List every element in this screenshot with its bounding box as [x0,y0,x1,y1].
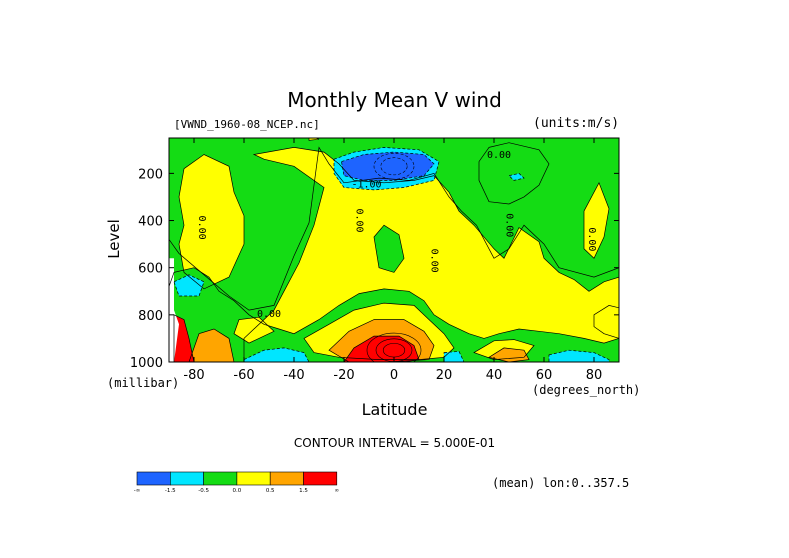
contour-region-cyan [444,351,464,362]
contour-label: 0.00 [196,216,207,240]
y-axis-ticks: 200 400 600 800 1000 [130,167,619,371]
contour-line [169,138,619,311]
y-tick-label: 600 [138,262,163,277]
contour-label: -1.00 [351,180,381,191]
contour-region-cyan [244,347,309,362]
contour-label: 0.00 [487,150,511,161]
contour-region-red [174,314,194,362]
x-axis-label: Latitude [361,400,428,419]
contour-line [169,267,619,362]
contour-interval-label: CONTOUR INTERVAL = 5.000E-01 [293,436,496,450]
x-tick-label: -60 [233,368,254,383]
x-tick-label: 80 [586,368,603,383]
contour-region-white [169,258,179,362]
contour-line [233,316,275,344]
y-axis-unit: (millibar) [107,376,180,390]
contour-line [583,181,610,259]
colorbar-label: -1.5 [165,488,176,494]
contour-fill-layer [169,138,619,362]
x-tick-label: 0 [390,368,398,383]
colorbar-swatch [136,471,171,486]
contour-line [478,142,550,205]
contour-line [308,138,320,141]
units-label: (units:m/s) [533,116,620,131]
contour-line [333,147,440,191]
contour-line [173,314,195,362]
contour-line [508,173,525,181]
contour-line [593,305,619,339]
contour-label: 0.00 [504,213,515,237]
contour-line-layer [169,138,619,362]
contour-line [243,147,619,362]
contour-line [443,351,465,362]
colorbar-swatch [203,471,238,486]
colorbar-swatch [303,471,338,486]
x-axis-unit: (degrees_north) [532,383,641,397]
colorbar: -∞ -1.5 -0.5 0.0 0.5 1.5 ∞ [134,471,340,494]
contour-line [366,332,422,362]
colorbar-swatch [170,471,204,486]
contour-region-yellow [594,305,619,339]
contour-line [380,157,408,176]
contour-line [243,347,310,362]
contour-line [173,274,205,297]
x-axis-ticks: -80 -60 -40 -20 0 20 40 60 80 [183,138,602,383]
x-tick-label: 20 [436,368,453,383]
contour-line [188,328,235,362]
y-axis-label: Level [104,219,123,259]
chart-title: Monthly Mean V wind [287,88,502,112]
contour-region-cyan [174,274,204,296]
colorbar-swatch [236,471,271,486]
contour-line [178,154,245,290]
contour-region-green [479,142,549,204]
dataset-label: [VWND_1960-08_NCEP.nc] [174,118,320,131]
colorbar-label: 0.5 [266,488,275,494]
y-tick-label: 200 [138,167,163,182]
mean-longitude-note: (mean) lon:0..357.5 [492,476,630,490]
contour-line [303,302,455,360]
x-tick-label: 60 [536,368,553,383]
contour-label: 0.00 [586,227,597,251]
x-tick-label: -80 [183,368,204,383]
y-tick-label: 800 [138,309,163,324]
contour-line [548,349,610,362]
colorbar-label: 0.0 [233,488,242,494]
contour-label-layer: 0.00 0.00 0.00 0.00 0.00 0.00 0.00 -1.00 [196,150,597,320]
x-tick-label: -40 [283,368,304,383]
contour-region-green [374,225,404,273]
y-tick-label: 400 [138,215,163,230]
colorbar-label: -∞ [134,488,141,494]
contour-region-yellow [179,154,244,289]
colorbar-label: ∞ [335,488,340,494]
contour-line [488,347,530,362]
contour-label: 0.00 [429,249,440,273]
colorbar-swatch [269,471,304,486]
y-tick-label: 1000 [130,356,163,371]
contour-line [341,151,435,181]
contour-region-orange [189,329,234,362]
contour-label: 0.00 [354,208,365,232]
colorbar-label: 1.5 [299,488,308,494]
x-tick-label: -20 [333,368,354,383]
contour-label: 0.00 [257,309,281,320]
contour-line [328,319,435,362]
contour-region-yellow [234,317,274,344]
contour-line [373,224,405,273]
colorbar-label: -0.5 [198,488,209,494]
contour-line [373,152,415,180]
x-tick-label: 40 [486,368,503,383]
